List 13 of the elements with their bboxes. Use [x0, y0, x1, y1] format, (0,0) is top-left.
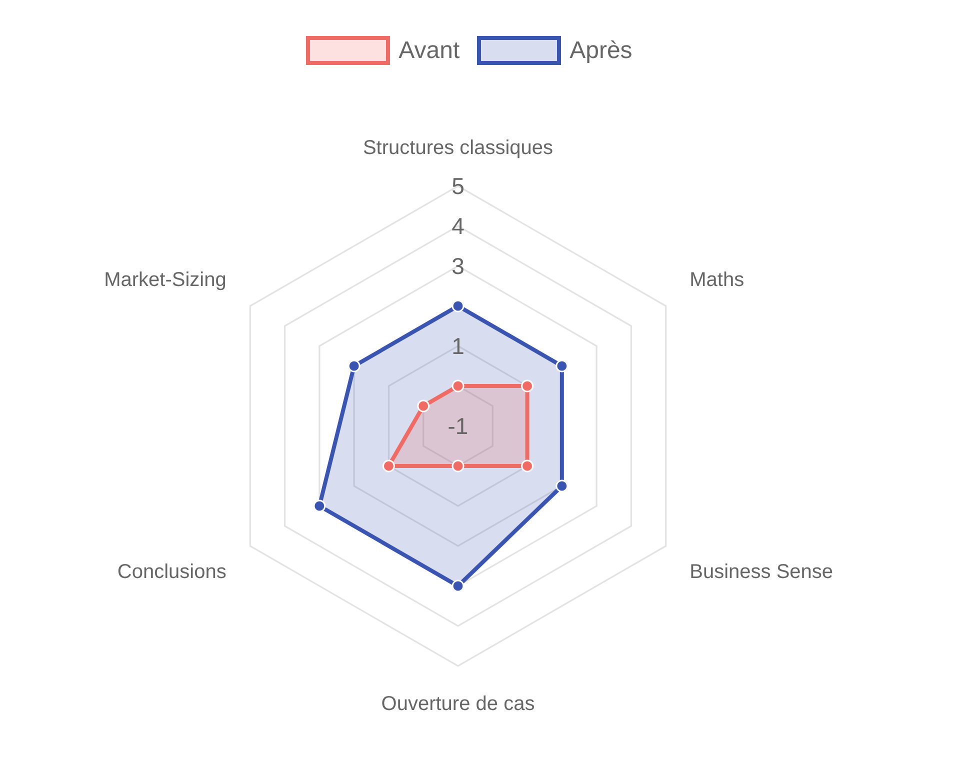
spoke-label: Ouverture de cas [381, 693, 535, 715]
y-tick-label: 1 [452, 333, 464, 359]
legend-label: Après [570, 36, 632, 64]
legend-label: Avant [398, 36, 460, 64]
spoke-label: Structures classiques [362, 137, 554, 159]
y-tick-label: -1 [448, 413, 468, 439]
spoke-label: Maths [690, 269, 744, 291]
y-tick-label: 3 [452, 253, 464, 279]
spoke-label: Market-Sizing [104, 269, 226, 291]
spoke-label: Business Sense [690, 561, 834, 583]
spoke-label: Conclusions [117, 561, 226, 583]
y-tick-label: 4 [452, 213, 465, 239]
y-tick-label: 5 [452, 173, 464, 199]
